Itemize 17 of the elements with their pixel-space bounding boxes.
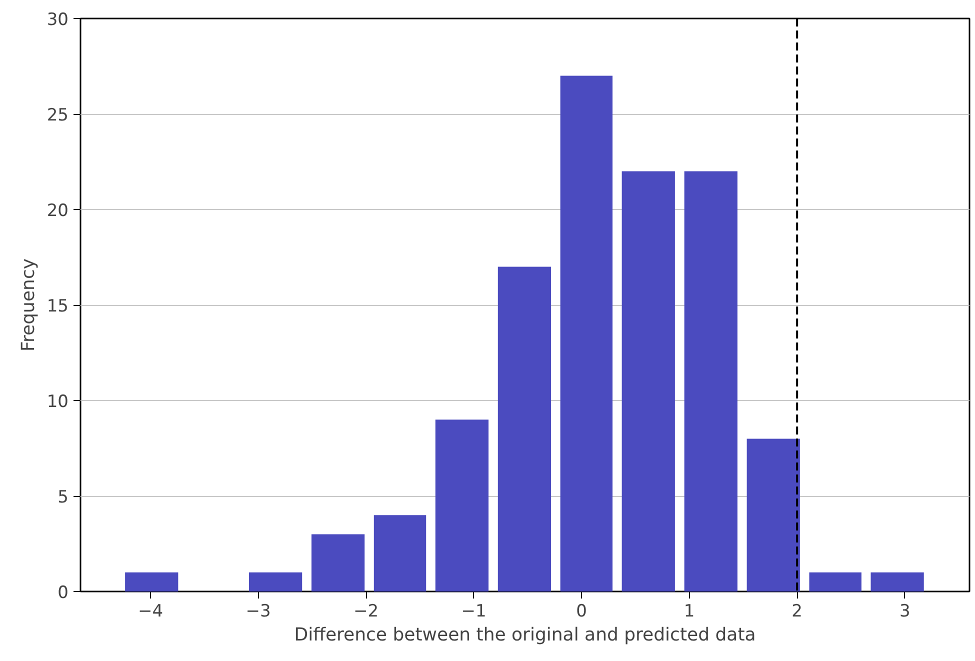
x-tick-label: 3 (899, 602, 910, 622)
x-tick-label: 0 (576, 602, 587, 622)
x-tick-label: −4 (138, 602, 164, 622)
y-tick-label: 0 (58, 583, 69, 603)
x-tick-label: −3 (246, 602, 271, 622)
y-tick-label: 30 (46, 10, 69, 30)
y-tick-label: 10 (46, 392, 69, 412)
x-tick-label: −2 (354, 602, 379, 622)
x-axis-title: Difference between the original and predicted data (294, 624, 756, 646)
y-tick-label: 15 (46, 296, 69, 316)
x-tick-label: −1 (461, 602, 486, 622)
x-tick-label: 2 (792, 602, 803, 622)
y-tick-label: 20 (46, 201, 69, 221)
y-axis-title: Frequency (18, 258, 39, 352)
y-tick-label: 25 (46, 106, 69, 126)
y-tick-label: 5 (58, 488, 69, 508)
x-tick-label: 1 (684, 602, 695, 622)
